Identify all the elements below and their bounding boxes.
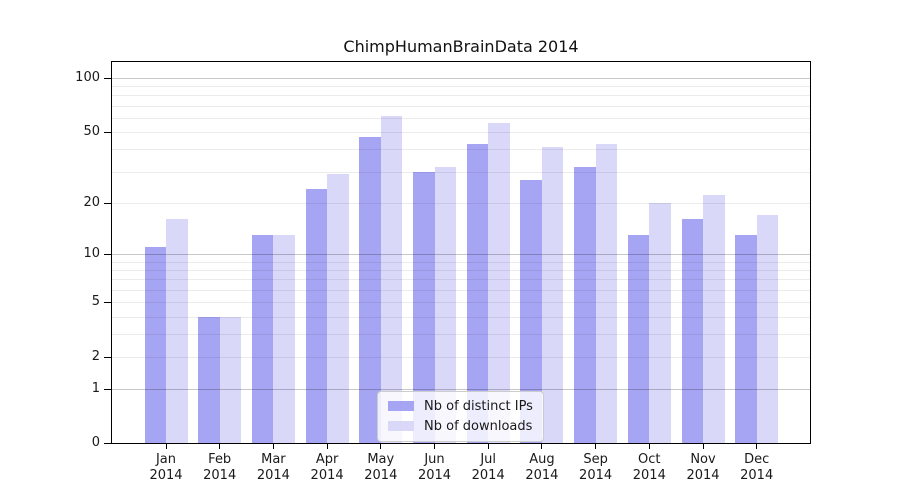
legend-label-downloads: Nb of downloads	[424, 418, 533, 434]
x-tick-label-jun-2014: Jun 2014	[417, 452, 452, 483]
gridline-minor-9	[112, 261, 810, 263]
x-tick-label-feb-2014: Feb 2014	[203, 452, 237, 483]
gridline-minor-7	[112, 279, 810, 281]
legend-swatch-downloads	[388, 421, 414, 431]
x-tick-jan-2014	[165, 444, 167, 449]
gridline-minor-40	[112, 149, 810, 151]
grid-layer	[112, 62, 810, 443]
gridline-minor-20	[112, 202, 810, 204]
x-tick-dec-2014	[756, 444, 758, 449]
bar-downloads-jun-2014	[434, 166, 456, 443]
bar-downloads-aug-2014	[541, 147, 564, 443]
gridline-major-10	[112, 253, 810, 255]
y-tick-20	[104, 202, 111, 204]
y-tick-100	[104, 77, 111, 79]
x-tick-label-mar-2014: Mar 2014	[256, 452, 290, 483]
bar-ips-apr-2014	[305, 188, 328, 443]
legend-item-downloads: Nb of downloads	[388, 416, 533, 436]
bar-downloads-dec-2014	[756, 214, 779, 443]
y-tick-label-5: 5	[91, 294, 100, 310]
gridline-minor-60	[112, 117, 810, 119]
bar-downloads-sep-2014	[595, 143, 618, 443]
chart-title: ChimpHumanBrainData 2014	[343, 37, 579, 56]
bar-downloads-feb-2014	[219, 316, 242, 443]
x-tick-apr-2014	[326, 444, 328, 449]
x-tick-mar-2014	[272, 444, 274, 449]
bar-downloads-nov-2014	[703, 195, 725, 443]
legend-item-distinct-ips: Nb of distinct IPs	[388, 396, 533, 416]
legend-swatch-distinct-ips	[388, 401, 414, 411]
bar-ips-jan-2014	[144, 247, 166, 443]
x-tick-oct-2014	[648, 444, 650, 449]
x-tick-nov-2014	[702, 444, 704, 449]
bar-ips-sep-2014	[574, 166, 596, 443]
x-tick-jun-2014	[434, 444, 435, 449]
bars-layer	[112, 62, 810, 443]
y-tick-1	[104, 389, 111, 391]
y-tick-5	[104, 302, 111, 304]
bar-ips-oct-2014	[627, 234, 650, 443]
bar-downloads-jul-2014	[488, 123, 510, 443]
gridline-minor-50	[112, 132, 810, 133]
y-tick-label-100: 100	[75, 69, 100, 85]
y-tick-label-1: 1	[91, 381, 100, 397]
y-tick-label-0: 0	[91, 435, 100, 450]
bar-ips-jul-2014	[466, 143, 489, 443]
y-tick-label-10: 10	[83, 245, 100, 261]
plot-area: Nb of distinct IPs Nb of downloads	[111, 61, 811, 444]
legend-box: Nb of distinct IPs Nb of downloads	[377, 391, 544, 442]
x-tick-sep-2014	[595, 444, 597, 449]
bar-ips-nov-2014	[681, 219, 703, 443]
bar-ips-jun-2014	[413, 171, 435, 443]
x-tick-label-sep-2014: Sep 2014	[579, 452, 613, 483]
bar-downloads-apr-2014	[327, 174, 349, 443]
x-tick-label-jul-2014: Jul 2014	[471, 452, 505, 483]
y-tick-label-2: 2	[91, 349, 100, 365]
y-tick-0	[104, 443, 111, 444]
x-tick-label-nov-2014: Nov 2014	[686, 452, 720, 483]
gridline-major-1	[112, 389, 810, 391]
x-tick-label-dec-2014: Dec 2014	[740, 452, 774, 483]
legend-label-distinct-ips: Nb of distinct IPs	[424, 398, 533, 414]
y-tick-50	[104, 132, 111, 133]
bar-ips-aug-2014	[520, 179, 542, 443]
x-tick-label-jan-2014: Jan 2014	[149, 452, 183, 483]
x-tick-label-oct-2014: Oct 2014	[632, 452, 666, 483]
x-tick-may-2014	[380, 444, 382, 449]
y-tick-label-20: 20	[83, 194, 100, 210]
bar-ips-may-2014	[359, 136, 381, 443]
bar-downloads-mar-2014	[273, 234, 295, 443]
gridline-minor-8	[112, 269, 810, 271]
bar-downloads-oct-2014	[649, 202, 671, 443]
y-tick-10	[104, 253, 111, 255]
gridline-major-100	[112, 77, 810, 79]
bar-ips-dec-2014	[735, 234, 757, 443]
x-tick-label-aug-2014: Aug 2014	[525, 452, 559, 483]
bar-downloads-may-2014	[380, 116, 403, 443]
y-tick-label-50: 50	[83, 124, 100, 139]
gridline-minor-2	[112, 357, 810, 359]
x-tick-feb-2014	[219, 444, 221, 449]
bar-ips-mar-2014	[251, 234, 274, 443]
bar-ips-feb-2014	[198, 316, 220, 443]
gridline-minor-5	[112, 302, 810, 304]
gridline-minor-90	[112, 85, 810, 87]
x-tick-aug-2014	[541, 444, 543, 449]
y-tick-2	[104, 357, 111, 359]
gridline-minor-30	[112, 171, 810, 173]
gridline-minor-4	[112, 316, 810, 318]
gridline-minor-6	[112, 289, 810, 291]
gridline-minor-70	[112, 105, 810, 107]
x-tick-jul-2014	[487, 444, 489, 449]
x-tick-label-apr-2014: Apr 2014	[310, 452, 344, 483]
gridline-minor-80	[112, 95, 810, 97]
x-tick-label-may-2014: May 2014	[364, 452, 398, 483]
bar-downloads-jan-2014	[166, 219, 188, 443]
gridline-minor-3	[112, 334, 810, 336]
